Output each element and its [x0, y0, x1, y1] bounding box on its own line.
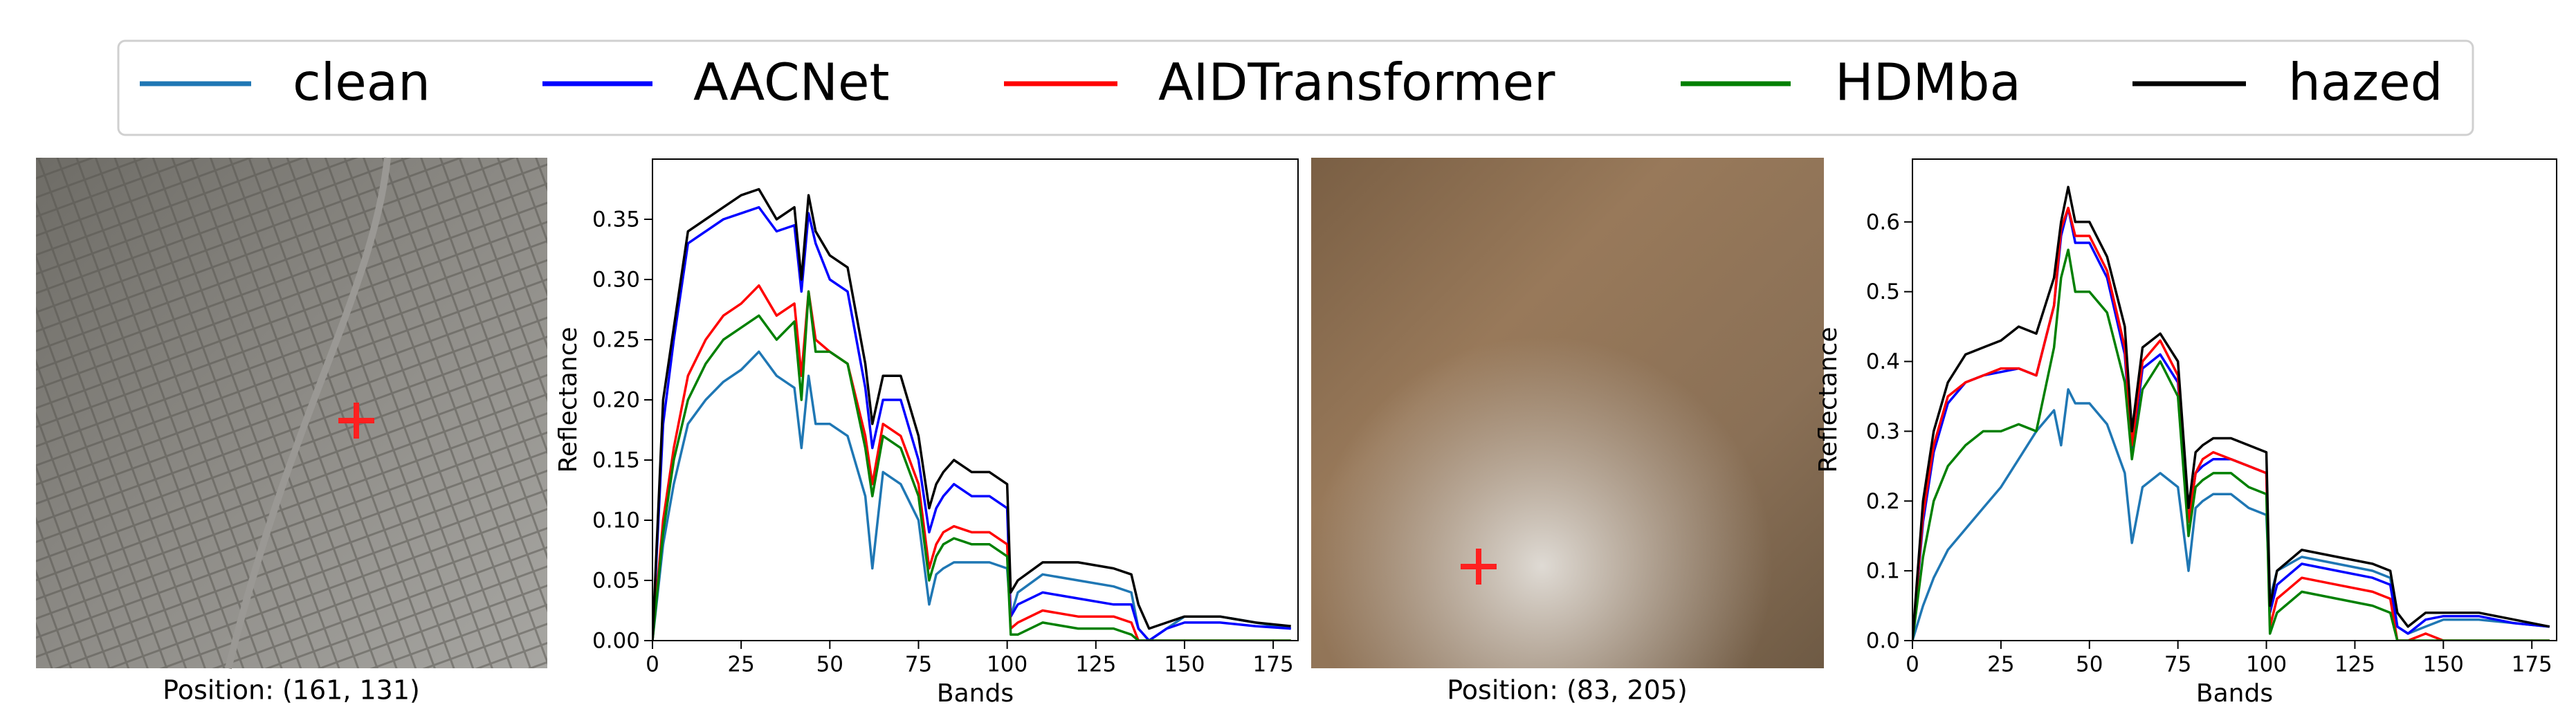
x-tick-label: 25: [1987, 652, 2014, 677]
series-line: [1912, 185, 2550, 641]
series-line: [652, 284, 1291, 641]
series-line: [652, 350, 1291, 641]
x-tick-label: 0: [646, 652, 659, 677]
legend-label[interactable]: HDMba: [1835, 53, 2021, 113]
x-tick-label: 75: [2164, 652, 2191, 677]
y-tick-label: 0.4: [1866, 349, 1900, 374]
legend-label[interactable]: hazed: [2288, 53, 2443, 113]
y-tick-label: 0.30: [592, 268, 640, 293]
x-tick-label: 100: [2246, 652, 2287, 677]
series-line: [1912, 206, 2550, 641]
x-tick-label: 125: [1075, 652, 1116, 677]
legend-box: [117, 39, 2474, 136]
y-tick-label: 0.3: [1866, 419, 1900, 444]
y-axis-label: Reflectance: [1814, 327, 1843, 472]
legend-label[interactable]: AACNet: [693, 53, 890, 113]
y-tick-label: 0.20: [592, 388, 640, 413]
x-tick-label: 50: [2076, 652, 2103, 677]
x-tick-label: 175: [2512, 652, 2552, 677]
y-tick-label: 0.35: [592, 208, 640, 232]
y-tick-label: 0.05: [592, 569, 640, 594]
series-line: [652, 187, 1291, 641]
series-line: [1912, 388, 2550, 641]
y-axis-label: Reflectance: [554, 327, 583, 472]
x-axis-label: Bands: [937, 679, 1014, 708]
x-tick-label: 0: [1906, 652, 1919, 677]
y-tick-label: 0.1: [1866, 559, 1900, 584]
y-tick-label: 0.6: [1866, 210, 1900, 235]
y-tick-label: 0.10: [592, 508, 640, 533]
y-tick-label: 0.25: [592, 328, 640, 353]
x-tick-label: 25: [727, 652, 754, 677]
series-line: [1912, 248, 2550, 641]
x-tick-label: 175: [1253, 652, 1294, 677]
axes-frame: [652, 158, 1299, 641]
plot-area: [652, 187, 1291, 641]
x-tick-label: 50: [816, 652, 843, 677]
legend-label[interactable]: AIDTransformer: [1158, 53, 1555, 113]
y-tick-label: 0.5: [1866, 279, 1900, 304]
x-tick-label: 100: [987, 652, 1027, 677]
series-line: [652, 205, 1291, 641]
plot-area: [1912, 185, 2550, 641]
x-tick-label: 150: [2423, 652, 2464, 677]
x-tick-label: 150: [1164, 652, 1205, 677]
caption: Position: (161, 131): [163, 675, 420, 706]
image-1: [36, 157, 547, 670]
y-tick-label: 0.00: [592, 629, 640, 654]
image-2: [1311, 158, 1824, 668]
series-line: [1912, 206, 2550, 641]
x-tick-label: 75: [905, 652, 932, 677]
caption: Position: (83, 205): [1447, 675, 1688, 706]
x-axis-label: Bands: [2196, 679, 2273, 708]
axes-frame: [1912, 158, 2557, 641]
series-line: [652, 290, 1291, 641]
legend-label[interactable]: clean: [293, 53, 430, 113]
x-tick-label: 125: [2335, 652, 2375, 677]
y-tick-label: 0.0: [1866, 629, 1900, 654]
y-tick-label: 0.2: [1866, 489, 1900, 514]
y-tick-label: 0.15: [592, 448, 640, 473]
